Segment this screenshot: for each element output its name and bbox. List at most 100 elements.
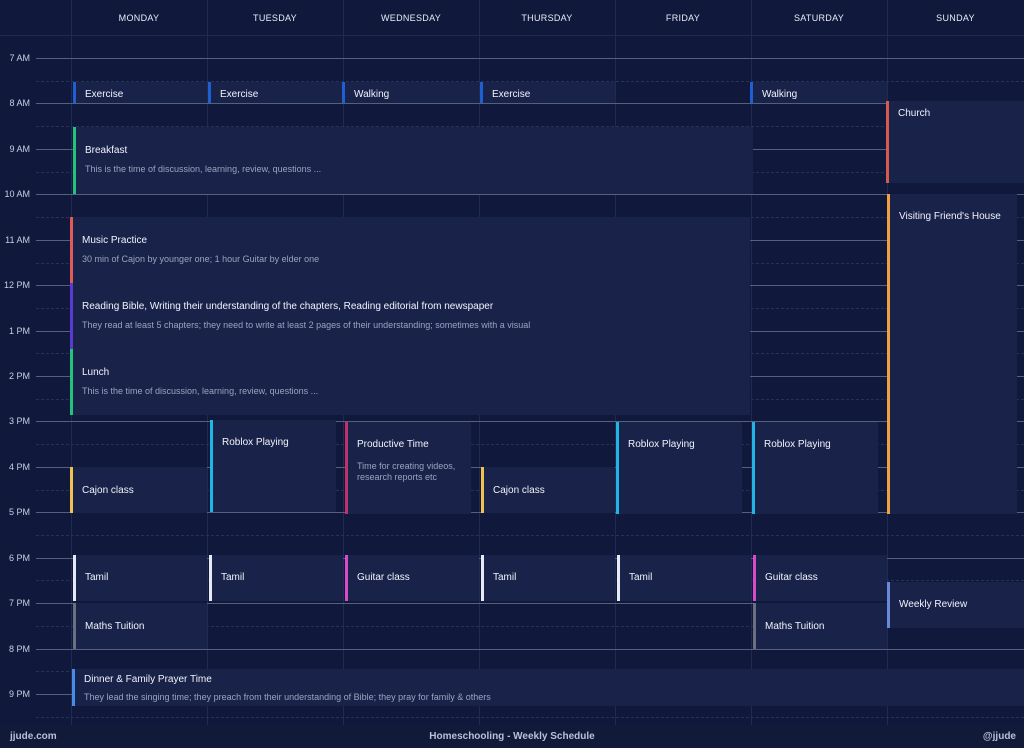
half-hour-line <box>36 126 1024 127</box>
event-title: Exercise <box>85 89 124 100</box>
day-header-sunday: SUNDAY <box>936 13 975 23</box>
event-productive-time[interactable]: Productive Time Time for creating videos… <box>345 422 471 514</box>
hour-label: 11 AM <box>5 235 30 245</box>
event-exercise-monday[interactable]: Exercise <box>73 82 207 103</box>
footer: jjude.com Homeschooling - Weekly Schedul… <box>0 725 1024 748</box>
event-title: Walking <box>762 89 798 100</box>
event-exercise-tuesday[interactable]: Exercise <box>208 82 343 103</box>
event-title: Breakfast <box>85 145 128 156</box>
half-hour-line <box>36 444 1024 445</box>
hour-label: 8 AM <box>9 98 30 108</box>
event-title: Exercise <box>492 89 531 100</box>
event-title: Roblox Playing <box>628 439 695 450</box>
event-title: Church <box>898 108 931 119</box>
hour-label: 7 PM <box>8 598 30 608</box>
event-dinner-prayer[interactable]: Dinner & Family Prayer Time They lead th… <box>72 669 1024 706</box>
event-title: Cajon class <box>82 485 134 496</box>
event-title: Tamil <box>493 572 517 583</box>
event-title: Maths Tuition <box>765 621 825 632</box>
hour-label: 9 AM <box>9 144 30 154</box>
day-header-saturday: SATURDAY <box>793 13 845 23</box>
event-title: Maths Tuition <box>85 621 145 632</box>
event-title: Tamil <box>629 572 653 583</box>
day-column-saturday <box>751 0 752 725</box>
event-title: Visiting Friend's House <box>899 211 1001 222</box>
event-description: This is the time of discussion, learning… <box>85 164 322 174</box>
event-guitar-saturday[interactable]: Guitar class <box>753 555 887 601</box>
hour-label: 7 AM <box>9 53 30 63</box>
event-roblox-tuesday[interactable]: Roblox Playing <box>210 420 336 512</box>
event-title: Guitar class <box>357 572 410 583</box>
event-tamil-thursday[interactable]: Tamil <box>481 555 615 601</box>
hour-label: 9 PM <box>8 689 30 699</box>
event-title: Roblox Playing <box>764 439 831 450</box>
event-visiting-friends-house[interactable]: Visiting Friend's House <box>887 194 1017 514</box>
hour-label: 4 PM <box>8 462 30 472</box>
half-hour-line <box>36 535 1024 536</box>
hour-line <box>36 421 1024 422</box>
footer-site: jjude.com <box>10 731 57 742</box>
hour-line <box>36 649 1024 650</box>
day-header-monday: MONDAY <box>118 13 160 23</box>
event-tamil-tuesday[interactable]: Tamil <box>209 555 343 601</box>
event-roblox-saturday[interactable]: Roblox Playing <box>752 422 878 514</box>
half-hour-line <box>36 717 1024 718</box>
event-title: Exercise <box>220 89 259 100</box>
day-header-friday: FRIDAY <box>665 13 701 23</box>
event-guitar-wednesday[interactable]: Guitar class <box>345 555 479 601</box>
event-walking-wednesday[interactable]: Walking <box>342 82 479 103</box>
event-maths-monday[interactable]: Maths Tuition <box>73 603 207 649</box>
event-description: Time for creating videos, research repor… <box>357 461 456 482</box>
event-title: Guitar class <box>765 572 818 583</box>
footer-title: Homeschooling - Weekly Schedule <box>429 731 595 742</box>
event-maths-saturday[interactable]: Maths Tuition <box>753 603 887 649</box>
event-title: Walking <box>354 89 390 100</box>
event-title: Tamil <box>221 572 245 583</box>
event-title: Weekly Review <box>899 599 968 610</box>
event-weekly-review[interactable]: Weekly Review <box>887 582 1024 628</box>
hour-label: 3 PM <box>8 416 30 426</box>
event-title: Roblox Playing <box>222 437 289 448</box>
event-description: This is the time of discussion, learning… <box>82 386 319 396</box>
half-hour-line <box>36 81 1024 82</box>
hour-label: 12 PM <box>3 280 30 290</box>
event-description: They lead the singing time; they preach … <box>84 692 491 702</box>
day-header-wednesday: WEDNESDAY <box>380 13 442 23</box>
hour-label: 2 PM <box>8 371 30 381</box>
hour-line <box>36 103 1024 104</box>
hour-label: 1 PM <box>8 326 30 336</box>
event-breakfast[interactable]: Breakfast This is the time of discussion… <box>73 127 753 194</box>
event-tamil-friday[interactable]: Tamil <box>617 555 751 601</box>
day-header-thursday: THURSDAY <box>521 13 573 23</box>
event-tamil-monday[interactable]: Tamil <box>73 555 207 601</box>
event-title: Productive Time <box>357 439 429 450</box>
event-title: Reading Bible, Writing their understandi… <box>82 301 494 312</box>
event-title: Cajon class <box>493 485 545 496</box>
event-description: 30 min of Cajon by younger one; 1 hour G… <box>82 254 320 264</box>
event-music-practice[interactable]: Music Practice 30 min of Cajon by younge… <box>70 217 750 283</box>
hour-label: 10 AM <box>4 189 30 199</box>
footer-handle: @jjude <box>982 731 1016 742</box>
hour-line <box>36 603 1024 604</box>
event-exercise-thursday[interactable]: Exercise <box>480 82 615 103</box>
event-roblox-friday[interactable]: Roblox Playing <box>616 422 742 514</box>
hour-label: 8 PM <box>8 644 30 654</box>
event-description: They read at least 5 chapters; they need… <box>82 320 531 330</box>
hour-label: 5 PM <box>8 507 30 517</box>
event-walking-saturday[interactable]: Walking <box>750 82 887 103</box>
event-cajon-monday[interactable]: Cajon class <box>70 467 207 513</box>
weekly-calendar: MONDAY TUESDAY WEDNESDAY THURSDAY FRIDAY… <box>0 0 1024 725</box>
header-divider <box>0 35 1024 36</box>
event-church-sunday[interactable]: Church <box>886 101 1024 183</box>
hour-line <box>36 194 1024 195</box>
hour-line <box>36 58 1024 59</box>
event-title: Tamil <box>85 572 109 583</box>
half-hour-line <box>36 626 1024 627</box>
event-title: Dinner & Family Prayer Time <box>84 674 212 685</box>
event-lunch[interactable]: Lunch This is the time of discussion, le… <box>70 349 750 415</box>
event-reading-bible[interactable]: Reading Bible, Writing their understandi… <box>70 283 750 349</box>
day-header-tuesday: TUESDAY <box>253 13 297 23</box>
event-title: Lunch <box>82 367 110 378</box>
event-cajon-thursday[interactable]: Cajon class <box>481 467 615 513</box>
event-title: Music Practice <box>82 235 148 246</box>
